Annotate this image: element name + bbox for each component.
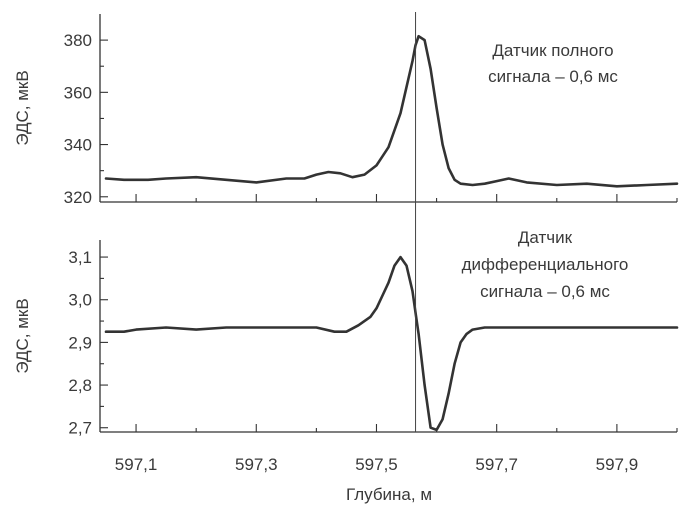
x-tick-label: 597,7 xyxy=(475,455,518,474)
x-tick-label: 597,3 xyxy=(235,455,278,474)
bottom-annotation-line-3: сигнала – 0,6 мс xyxy=(480,282,610,301)
y-tick-label: 340 xyxy=(64,136,92,155)
top-series-line xyxy=(104,34,679,188)
top-x-ticks xyxy=(135,194,678,202)
bottom-x-ticks: 597,1 597,3 597,5 597,7 597,9 xyxy=(115,424,678,474)
y-tick-label: 2,9 xyxy=(68,333,92,352)
bottom-series-line xyxy=(104,255,679,432)
x-axis-label: Глубина, м xyxy=(346,485,432,504)
top-annotation-line-2: сигнала – 0,6 мс xyxy=(488,67,618,86)
bottom-y-ticks: 2,7 2,8 2,9 3,0 3,1 xyxy=(68,248,108,438)
y-tick-label: 380 xyxy=(64,31,92,50)
y-tick-label: 3,0 xyxy=(68,291,92,310)
x-tick-label: 597,5 xyxy=(355,455,398,474)
top-annotation-line-1: Датчик полного xyxy=(492,41,613,60)
y-tick-label: 3,1 xyxy=(68,248,92,267)
y-tick-label: 2,8 xyxy=(68,376,92,395)
bottom-annotation-line-2: дифференциального xyxy=(462,255,629,274)
bottom-y-axis-label: ЭДС, мкВ xyxy=(13,298,32,373)
y-tick-label: 360 xyxy=(64,83,92,102)
y-tick-label: 2,7 xyxy=(68,419,92,438)
top-y-axis-label: ЭДС, мкВ xyxy=(13,70,32,145)
x-tick-label: 597,9 xyxy=(596,455,639,474)
bottom-panel: 2,72,82,93,03,1 597,1 597,3 597,5 597,7 597,… xyxy=(13,228,679,504)
x-tick-label: 597,1 xyxy=(115,455,158,474)
bottom-annotation-line-1: Датчик xyxy=(518,228,573,247)
top-panel: 320 340 360 380 ЭДС, мкВ Датчик полного сиг… xyxy=(13,14,679,207)
y-tick-label: 320 xyxy=(64,188,92,207)
top-y-ticks: 320 340 360 380 xyxy=(64,31,108,207)
